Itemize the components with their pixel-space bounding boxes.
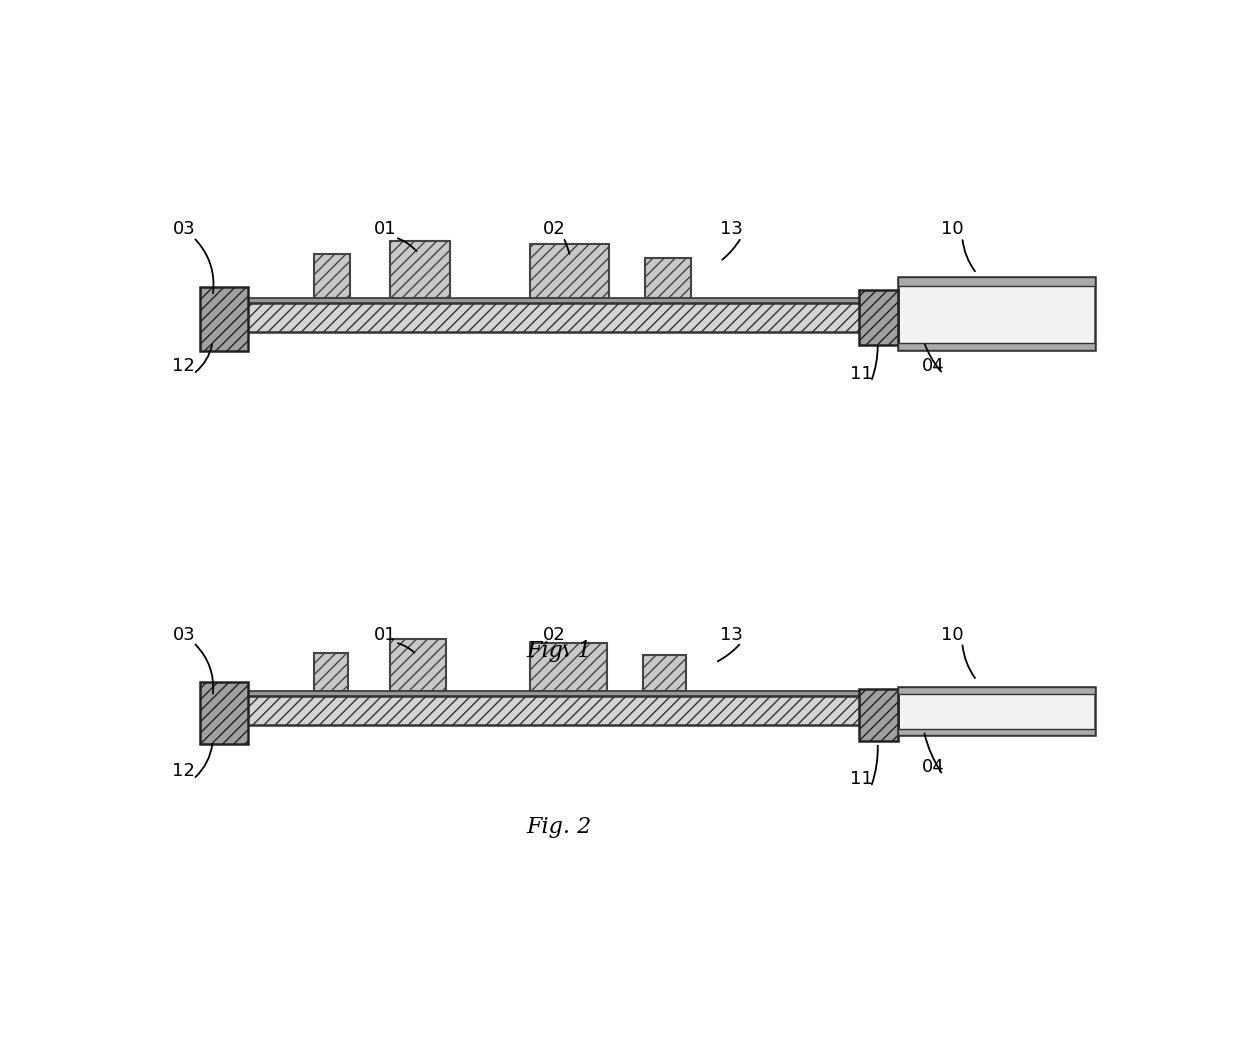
Bar bbox=[208, 696, 885, 725]
Bar bbox=[898, 277, 1095, 287]
Bar bbox=[898, 729, 1095, 735]
Bar bbox=[529, 244, 609, 298]
Bar bbox=[200, 681, 248, 744]
Text: Fig. 2: Fig. 2 bbox=[526, 816, 591, 838]
Text: 10: 10 bbox=[941, 220, 963, 239]
Text: 10: 10 bbox=[941, 625, 963, 644]
Text: Fig. 1: Fig. 1 bbox=[526, 640, 591, 662]
Text: 12: 12 bbox=[172, 762, 195, 779]
Text: 02: 02 bbox=[542, 220, 565, 239]
Bar bbox=[898, 277, 1095, 350]
Bar bbox=[898, 343, 1095, 350]
Bar bbox=[208, 303, 885, 332]
Bar bbox=[314, 254, 350, 298]
Text: 04: 04 bbox=[923, 356, 945, 375]
Bar bbox=[898, 687, 1095, 694]
Bar bbox=[391, 241, 450, 298]
Text: 01: 01 bbox=[374, 625, 397, 644]
Bar bbox=[200, 288, 248, 351]
Bar bbox=[645, 258, 691, 298]
Text: 13: 13 bbox=[720, 220, 743, 239]
Text: 11: 11 bbox=[849, 365, 873, 382]
Bar bbox=[208, 692, 885, 696]
Bar bbox=[644, 655, 687, 692]
Text: 11: 11 bbox=[849, 770, 873, 788]
Text: 02: 02 bbox=[542, 625, 565, 644]
Text: 13: 13 bbox=[720, 625, 743, 644]
Text: 12: 12 bbox=[172, 356, 195, 375]
Text: 03: 03 bbox=[172, 220, 195, 239]
Text: 03: 03 bbox=[172, 625, 195, 644]
Text: 04: 04 bbox=[923, 758, 945, 776]
Bar bbox=[314, 653, 348, 692]
Bar bbox=[529, 643, 606, 692]
Bar bbox=[859, 291, 898, 345]
Text: 01: 01 bbox=[374, 220, 397, 239]
Bar bbox=[859, 689, 898, 741]
Bar bbox=[391, 640, 446, 692]
Bar bbox=[208, 298, 885, 303]
Bar bbox=[898, 687, 1095, 735]
